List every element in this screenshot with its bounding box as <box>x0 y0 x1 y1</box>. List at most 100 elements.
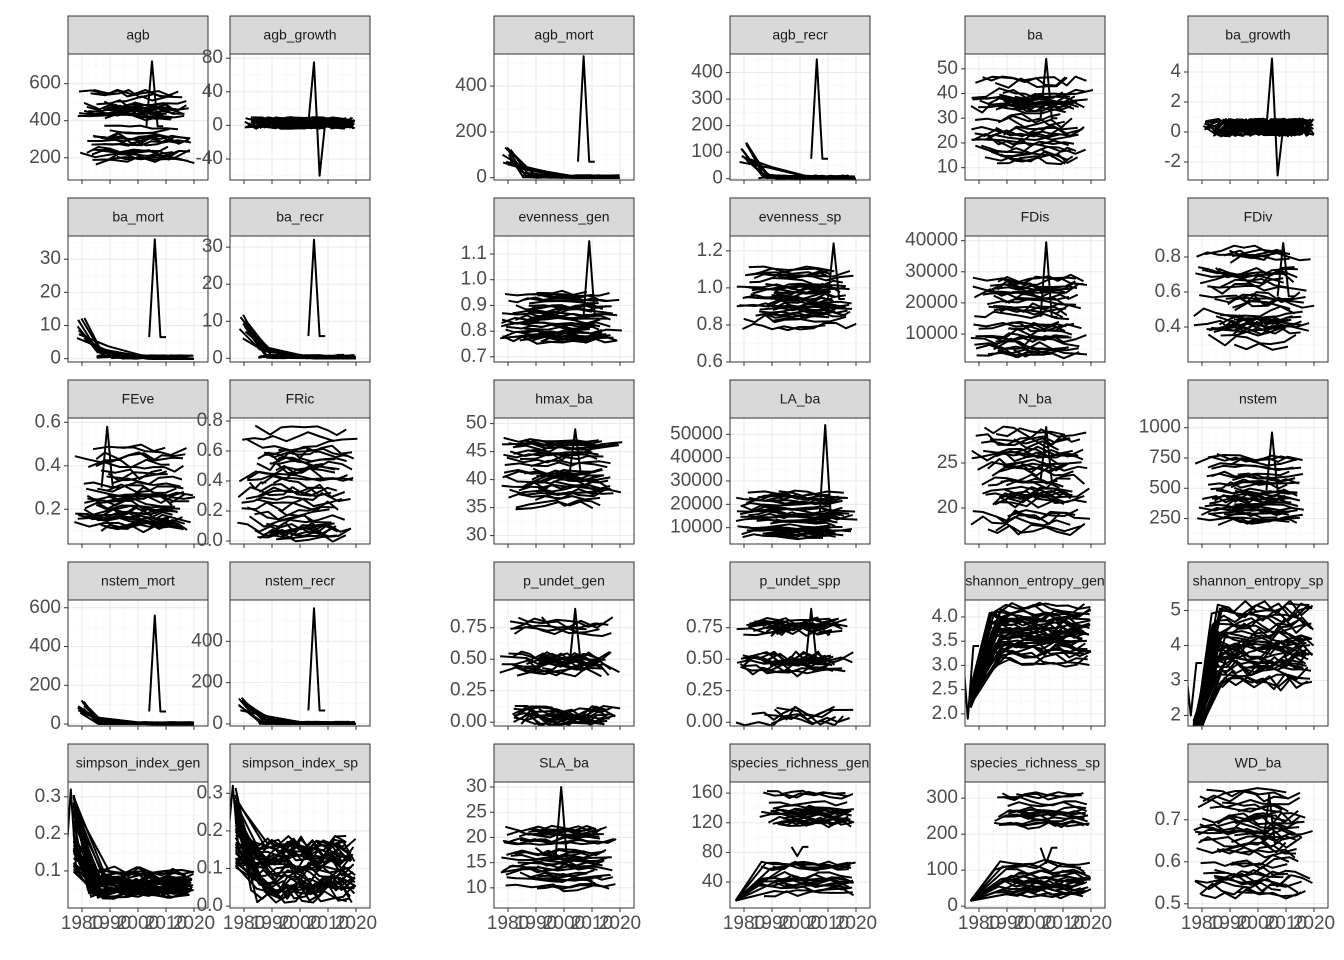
series-line <box>1193 638 1311 726</box>
series-line <box>1013 438 1060 451</box>
x-tick-label: 1980 <box>723 913 765 934</box>
y-tick-label: 0 <box>50 348 61 369</box>
series-line <box>501 318 596 327</box>
y-tick-label: 0.0 <box>197 895 223 916</box>
series-line <box>735 889 853 902</box>
series-line <box>539 328 622 336</box>
facet-panel-nstem: nstem 250 500 750 1000 <box>1139 379 1329 548</box>
y-tick-label: 3.0 <box>932 654 958 675</box>
series-line <box>742 533 824 541</box>
facet-strip-label: agb_recr <box>772 27 828 43</box>
series-line <box>1003 808 1082 818</box>
series-line <box>1193 305 1296 318</box>
series-line <box>770 716 851 726</box>
series-line <box>996 155 1074 166</box>
series-line <box>1211 494 1301 502</box>
series-line <box>986 298 1077 306</box>
facet-strip-label: hmax_ba <box>535 391 593 407</box>
facet-strip-label: p_undet_spp <box>760 573 841 589</box>
facet-strip-label: N_ba <box>1018 391 1052 407</box>
series-line <box>255 492 351 504</box>
series-line <box>517 859 585 866</box>
series-line <box>734 863 849 902</box>
panel-series <box>965 601 1092 720</box>
series-line <box>1200 506 1280 516</box>
series-line <box>1223 249 1291 261</box>
series-line <box>263 447 349 458</box>
y-tick-label: 0.2 <box>197 820 223 841</box>
y-tick-label: 2.0 <box>932 703 958 724</box>
facet-strip-label: nstem_mort <box>101 573 175 589</box>
facet-panel-agb-recr: agb_recr 0 100 200 300 400 <box>691 15 871 189</box>
panel-grid <box>1188 54 1328 180</box>
series-line <box>275 521 333 533</box>
series-line <box>790 845 809 858</box>
facet-panel-agb-mort: agb_mort 0 200 400 <box>455 15 635 188</box>
facet-panel-fdiv: FDiv 0.4 0.6 0.8 <box>1155 197 1329 366</box>
y-tick-label: 45 <box>466 441 487 462</box>
facet-strip <box>229 15 371 55</box>
series-line <box>1209 118 1311 136</box>
series-line <box>1002 89 1094 101</box>
series-line <box>148 238 166 339</box>
series-line <box>1193 653 1308 726</box>
facet-strip-label: ba_recr <box>276 209 324 225</box>
facet-strip <box>729 15 871 55</box>
facet-strip <box>1187 561 1329 601</box>
series-line <box>534 494 601 501</box>
series-line <box>982 75 1087 87</box>
series-line <box>981 476 1064 488</box>
panel-series <box>499 607 621 726</box>
series-line <box>508 859 605 869</box>
series-line <box>745 271 827 280</box>
series-line <box>1217 517 1298 526</box>
series-line <box>513 713 598 726</box>
series-line <box>1213 118 1304 136</box>
series-line <box>506 455 604 464</box>
series-line <box>1224 511 1290 516</box>
facet-panel-n-ba: N_ba 20 25 <box>937 379 1106 548</box>
series-line <box>1206 472 1304 480</box>
y-tick-label: 0.4 <box>197 470 224 491</box>
series-line <box>1209 804 1283 813</box>
series-line <box>810 58 828 160</box>
x-tick-label: 1990 <box>251 913 293 934</box>
series-line <box>234 819 354 883</box>
y-tick-label: 0.0 <box>197 530 223 551</box>
series-line <box>745 650 844 666</box>
y-tick-label: 0.6 <box>1155 851 1181 872</box>
panel-series <box>244 61 356 177</box>
y-tick-label: 10 <box>937 157 958 178</box>
y-tick-label: 0.6 <box>35 411 61 432</box>
series-line <box>1195 829 1302 839</box>
series-line <box>1222 120 1314 137</box>
y-tick-label: 120 <box>691 812 723 833</box>
series-line <box>97 484 177 494</box>
series-line <box>93 88 179 98</box>
y-tick-label: 300 <box>691 88 723 109</box>
facet-strip-label: nstem_recr <box>265 573 335 589</box>
series-line <box>92 148 191 158</box>
facet-strip <box>493 15 635 55</box>
series-line <box>735 517 838 524</box>
series-line <box>246 506 330 521</box>
series-line <box>84 493 196 504</box>
panel-series <box>237 607 356 725</box>
series-line <box>506 876 593 883</box>
series-line <box>974 126 1078 138</box>
facet-panel-nstem-recr: nstem_recr 0 200 400 <box>191 561 371 734</box>
facet-strip <box>493 561 635 601</box>
facet-panel-agb: agb 200 400 600 <box>29 15 209 184</box>
facet-strip-label: FEve <box>122 391 155 407</box>
y-tick-label: 0.3 <box>197 782 223 803</box>
series-line <box>776 706 854 721</box>
series-line <box>1210 282 1307 295</box>
series-line <box>1005 473 1086 487</box>
x-tick-label: 2000 <box>279 913 321 934</box>
y-tick-label: 3 <box>1170 670 1181 691</box>
series-line <box>1018 808 1086 818</box>
panel-series <box>970 57 1094 166</box>
series-line <box>969 654 1089 692</box>
series-line <box>759 808 850 818</box>
